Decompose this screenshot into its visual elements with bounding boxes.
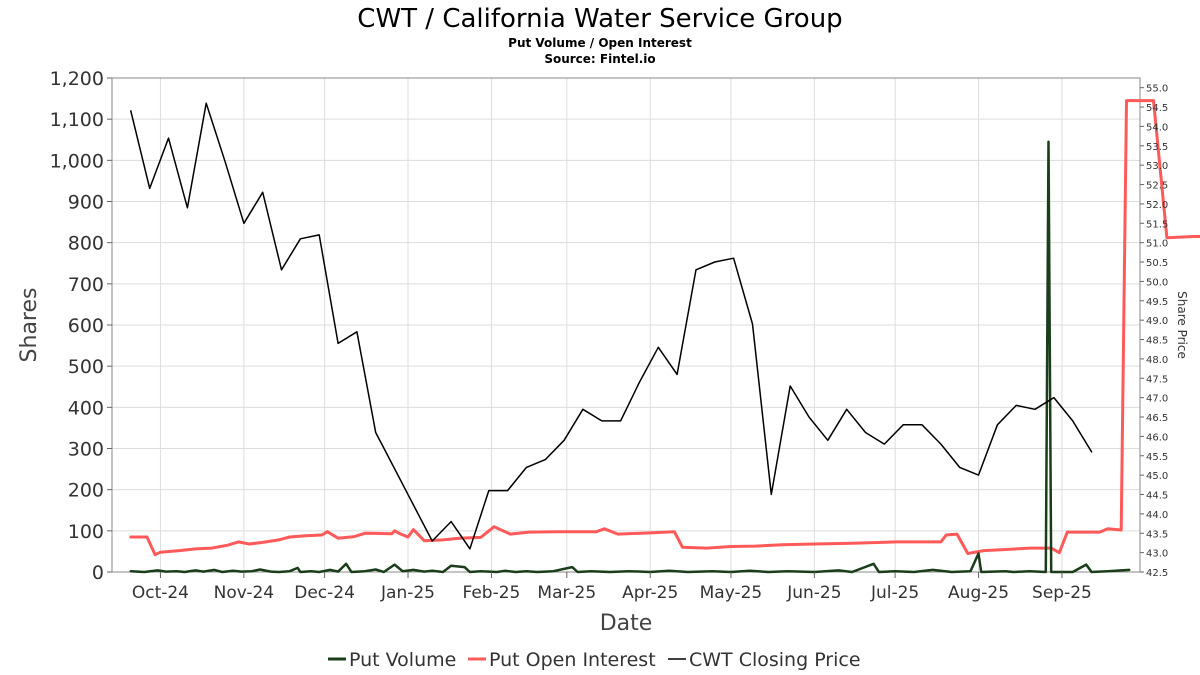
right-tick-label: 49.0 [1146,316,1168,327]
right-tick-label: 44.0 [1146,510,1168,521]
legend: Put Volume Put Open Interest CWT Closing… [328,649,861,671]
left-tick-label: 900 [68,192,104,214]
right-tick-label: 54.0 [1146,122,1168,133]
x-tick-label: Apr-25 [622,583,678,603]
right-tick-label: 46.5 [1146,413,1168,424]
left-tick-label: 300 [68,439,104,461]
chart-subtitle-line-1: Put Volume / Open Interest [508,36,692,50]
chart-title: CWT / California Water Service Group [357,4,842,34]
right-tick-label: 54.5 [1146,103,1168,114]
grid [112,77,1140,573]
x-tick-label: Sep-25 [1032,583,1092,603]
right-tick-label: 45.5 [1146,452,1168,463]
left-tick-label: 100 [68,521,104,543]
y2-axis-label: Share Price [1175,291,1189,359]
right-tick-label: 46.0 [1146,432,1168,443]
right-tick-label: 49.5 [1146,297,1168,308]
x-tick-label: Mar-25 [537,583,596,603]
left-tick-label: 1,100 [50,109,104,131]
right-tick-label: 44.5 [1146,491,1168,502]
x-tick-label: Aug-25 [948,583,1009,603]
right-tick-label: 50.5 [1146,258,1168,269]
right-tick-label: 50.0 [1146,277,1168,288]
right-tick-label: 55.0 [1146,84,1168,95]
right-tick-label: 47.5 [1146,374,1168,385]
left-tick-label: 600 [68,315,104,337]
series-layer [129,99,1200,574]
right-tick-label: 51.5 [1146,219,1168,230]
x-axis-label: Date [600,611,653,636]
left-tick-label: 1,200 [50,68,104,90]
x-tick-label: Jul-25 [870,583,919,603]
legend-label-put-open-interest: Put Open Interest [489,649,656,671]
left-tick-label: 1,000 [50,150,104,172]
x-tick-label: Dec-24 [294,583,355,603]
right-tick-label: 42.5 [1146,568,1168,579]
right-tick-label: 45.0 [1146,471,1168,482]
right-tick-label: 47.0 [1146,394,1168,405]
right-tick-label: 52.5 [1146,181,1168,192]
left-tick-label: 200 [68,480,104,502]
x-tick-label: May-25 [700,583,763,603]
series-line-put-open-interest [129,99,1200,557]
left-tick-label: 500 [68,356,104,378]
x-tick-label: Jun-25 [786,583,841,603]
right-tick-label: 53.0 [1146,161,1168,172]
left-tick-label: 400 [68,397,104,419]
x-tick-label: Oct-24 [132,583,189,603]
right-tick-label: 51.0 [1146,239,1168,250]
x-tick-label: Nov-24 [214,583,275,603]
left-tick-label: 0 [92,562,104,584]
right-tick-label: 43.5 [1146,529,1168,540]
x-tick-label: Feb-25 [463,583,521,603]
y-axis-label: Shares [17,288,42,363]
x-axis-ticks: Oct-24 Nov-24 Dec-24 Jan-25 Feb-25 Mar-25 Apr-… [132,572,1092,603]
legend-label-cwt-closing-price: CWT Closing Price [689,649,861,671]
right-tick-label: 52.0 [1146,200,1168,211]
left-axis-ticks: 0 100 200 300 400 500 600 700 800 900 1,000 1,100 1,… [50,68,112,584]
series-line-cwt-closing-price [130,102,1093,550]
right-axis-ticks: 42.5 43.0 43.5 44.0 44.5 45.0 45.5 46.0 46.5 47.0… [1140,84,1168,579]
legend-label-put-volume: Put Volume [349,649,456,671]
right-tick-label: 48.0 [1146,355,1168,366]
chart-subtitle-line-2: Source: Fintel.io [544,52,655,66]
left-tick-label: 800 [68,233,104,255]
right-tick-label: 48.5 [1146,336,1168,347]
right-tick-label: 43.0 [1146,549,1168,560]
series-line-put-volume [129,140,1131,574]
x-tick-label: Jan-25 [380,583,435,603]
left-tick-label: 700 [68,274,104,296]
right-tick-label: 53.5 [1146,142,1168,153]
